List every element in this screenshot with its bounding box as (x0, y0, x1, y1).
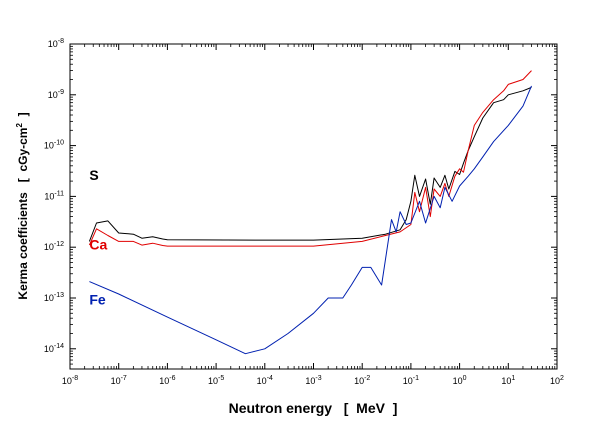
y-tick-label-base: 10 (44, 242, 54, 252)
x-tick-label-base: 10 (111, 376, 121, 386)
y-tick-label-exp: -10 (54, 140, 64, 147)
y-tick-label-exp: -8 (58, 38, 64, 45)
x-tick-label-base: 10 (159, 376, 169, 386)
series-line-s (88, 86, 532, 242)
x-tick-label-base: 10 (453, 376, 463, 386)
series-lines (88, 70, 532, 355)
x-tick-label: 10-8 (62, 375, 78, 386)
x-tick-label: 10-4 (257, 375, 273, 386)
series-line-fe (89, 85, 532, 355)
y-tick-label-base: 10 (44, 293, 54, 303)
x-tick-label-base: 10 (305, 376, 315, 386)
y-tick-label-exp: -12 (54, 241, 64, 248)
y-tick-label: 10-10 (44, 140, 64, 151)
series-label-s: S (89, 167, 98, 183)
y-tick-label-base: 10 (44, 141, 54, 151)
y-tick-label: 10-13 (44, 292, 64, 303)
x-tick-label: 10-6 (159, 375, 175, 386)
series-labels: S Ca Fe (89, 167, 107, 307)
x-tick-label-exp: 1 (511, 375, 515, 382)
y-tick-label-exp: -9 (58, 89, 64, 96)
series-label-fe: Fe (89, 291, 106, 307)
y-tick-label-base: 10 (44, 191, 54, 201)
y-tick-label: 10-14 (44, 343, 64, 354)
x-tick-label-base: 10 (257, 376, 267, 386)
y-axis-title-end: ] (16, 112, 30, 123)
y-tick-label: 10-8 (48, 38, 64, 49)
x-tick-label-base: 10 (62, 376, 72, 386)
x-tick-label: 10-2 (354, 375, 370, 386)
y-tick-label-base: 10 (44, 344, 54, 354)
x-tick-label-exp: -8 (72, 375, 78, 382)
series-label-ca: Ca (89, 237, 107, 253)
x-tick-label-base: 10 (403, 376, 413, 386)
x-tick-label-exp: -3 (315, 375, 321, 382)
x-tick-label: 102 (550, 375, 564, 386)
y-axis-title-main: Kerma coefficients [ cGy-cm (16, 128, 30, 300)
y-axis-title: Kerma coefficients [ cGy-cm2 ] (15, 112, 30, 299)
y-tick-label-base: 10 (48, 90, 58, 100)
y-axis-title-sup: 2 (15, 123, 24, 128)
x-tick-label-base: 10 (208, 376, 218, 386)
x-tick-label-exp: -5 (218, 375, 224, 382)
y-tick-label: 10-12 (44, 241, 64, 252)
x-tick-label-exp: -7 (121, 375, 127, 382)
x-tick-label-exp: -4 (267, 375, 273, 382)
x-tick-label: 10-5 (208, 375, 224, 386)
y-tick-label-base: 10 (48, 39, 58, 49)
y-tick-label: 10-9 (48, 89, 64, 100)
y-tick-label: 10-11 (44, 190, 64, 201)
x-axis: 10-8 10-7 10-6 10-5 10-4 10-3 10-2 10-1 100 101 10… (62, 44, 564, 386)
x-tick-label-base: 10 (501, 376, 511, 386)
x-tick-label: 101 (501, 375, 515, 386)
x-tick-label-base: 10 (550, 376, 560, 386)
y-tick-label-exp: -11 (54, 190, 64, 197)
plot-frame (69, 43, 558, 370)
x-tick-label-exp: -2 (364, 375, 370, 382)
x-axis-title: Neutron energy [ MeV ] (229, 400, 398, 416)
x-tick-label: 10-1 (403, 375, 419, 386)
series-line-ca (88, 70, 532, 247)
x-tick-label: 10-7 (111, 375, 127, 386)
x-tick-label-exp: -6 (169, 375, 175, 382)
x-tick-label-base: 10 (354, 376, 364, 386)
y-tick-label-exp: -13 (54, 292, 64, 299)
x-tick-label-exp: 2 (560, 375, 564, 382)
x-tick-label: 100 (453, 375, 467, 386)
x-tick-label-exp: 0 (463, 375, 467, 382)
x-tick-label: 10-3 (305, 375, 321, 386)
x-tick-label-exp: -1 (413, 375, 419, 382)
y-tick-label-exp: -14 (54, 343, 64, 350)
